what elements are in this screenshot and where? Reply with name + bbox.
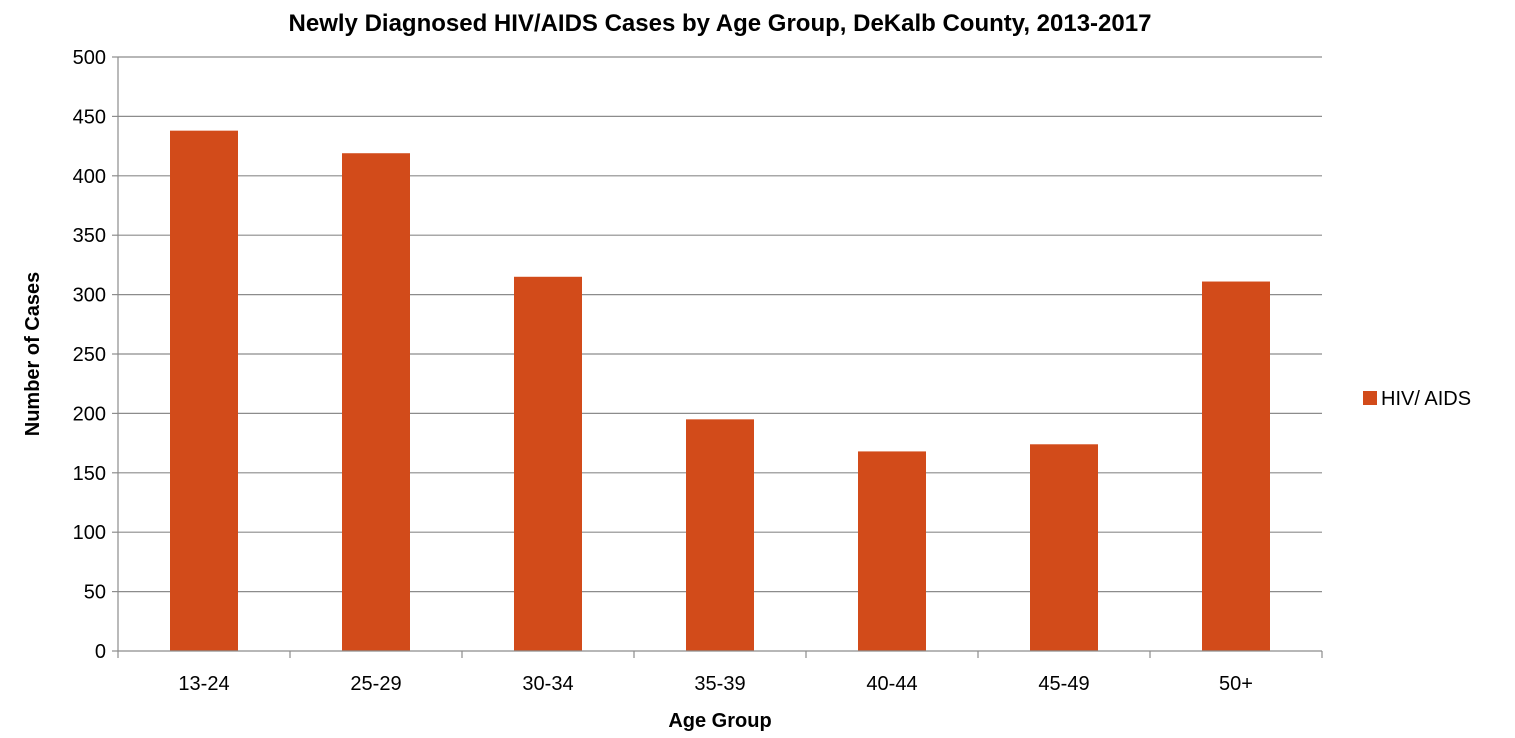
y-axis-title: Number of Cases [22,272,44,437]
legend-swatch [1363,391,1377,405]
bar [1202,281,1270,651]
x-axis-title: Age Group [668,710,771,732]
y-tick-label: 50 [84,582,106,604]
y-tick-label: 100 [73,522,106,544]
y-tick-labels: 0 50 100 150 200 250 300 350 400 450 500 [73,47,106,663]
legend: HIV/ AIDS [1363,388,1471,410]
y-tick-label: 400 [73,166,106,188]
x-tick-labels: 13-24 25-29 30-34 35-39 40-44 45-49 50+ [178,673,1253,695]
x-tick-label: 35-39 [694,673,745,695]
y-tick-label: 200 [73,403,106,425]
x-tick-label: 45-49 [1038,673,1089,695]
x-tick-label: 40-44 [866,673,917,695]
bar [1030,444,1098,651]
y-tick-label: 250 [73,344,106,366]
y-tick-label: 350 [73,225,106,247]
y-tick-label: 450 [73,106,106,128]
axes [117,57,1323,658]
x-tick-label: 13-24 [178,673,229,695]
x-tick-label: 25-29 [350,673,401,695]
x-tick-label: 30-34 [522,673,573,695]
legend-label: HIV/ AIDS [1381,388,1471,410]
y-tick-label: 300 [73,285,106,307]
bar [858,451,926,651]
bar [686,419,754,651]
bars [170,130,1270,651]
bar [514,276,582,651]
y-tick-label: 150 [73,463,106,485]
y-tick-label: 500 [73,47,106,69]
bar [170,130,238,651]
x-tick-label: 50+ [1219,673,1253,695]
chart-title: Newly Diagnosed HIV/AIDS Cases by Age Gr… [288,10,1152,37]
bar [342,153,410,651]
y-tick-label: 0 [95,641,106,663]
